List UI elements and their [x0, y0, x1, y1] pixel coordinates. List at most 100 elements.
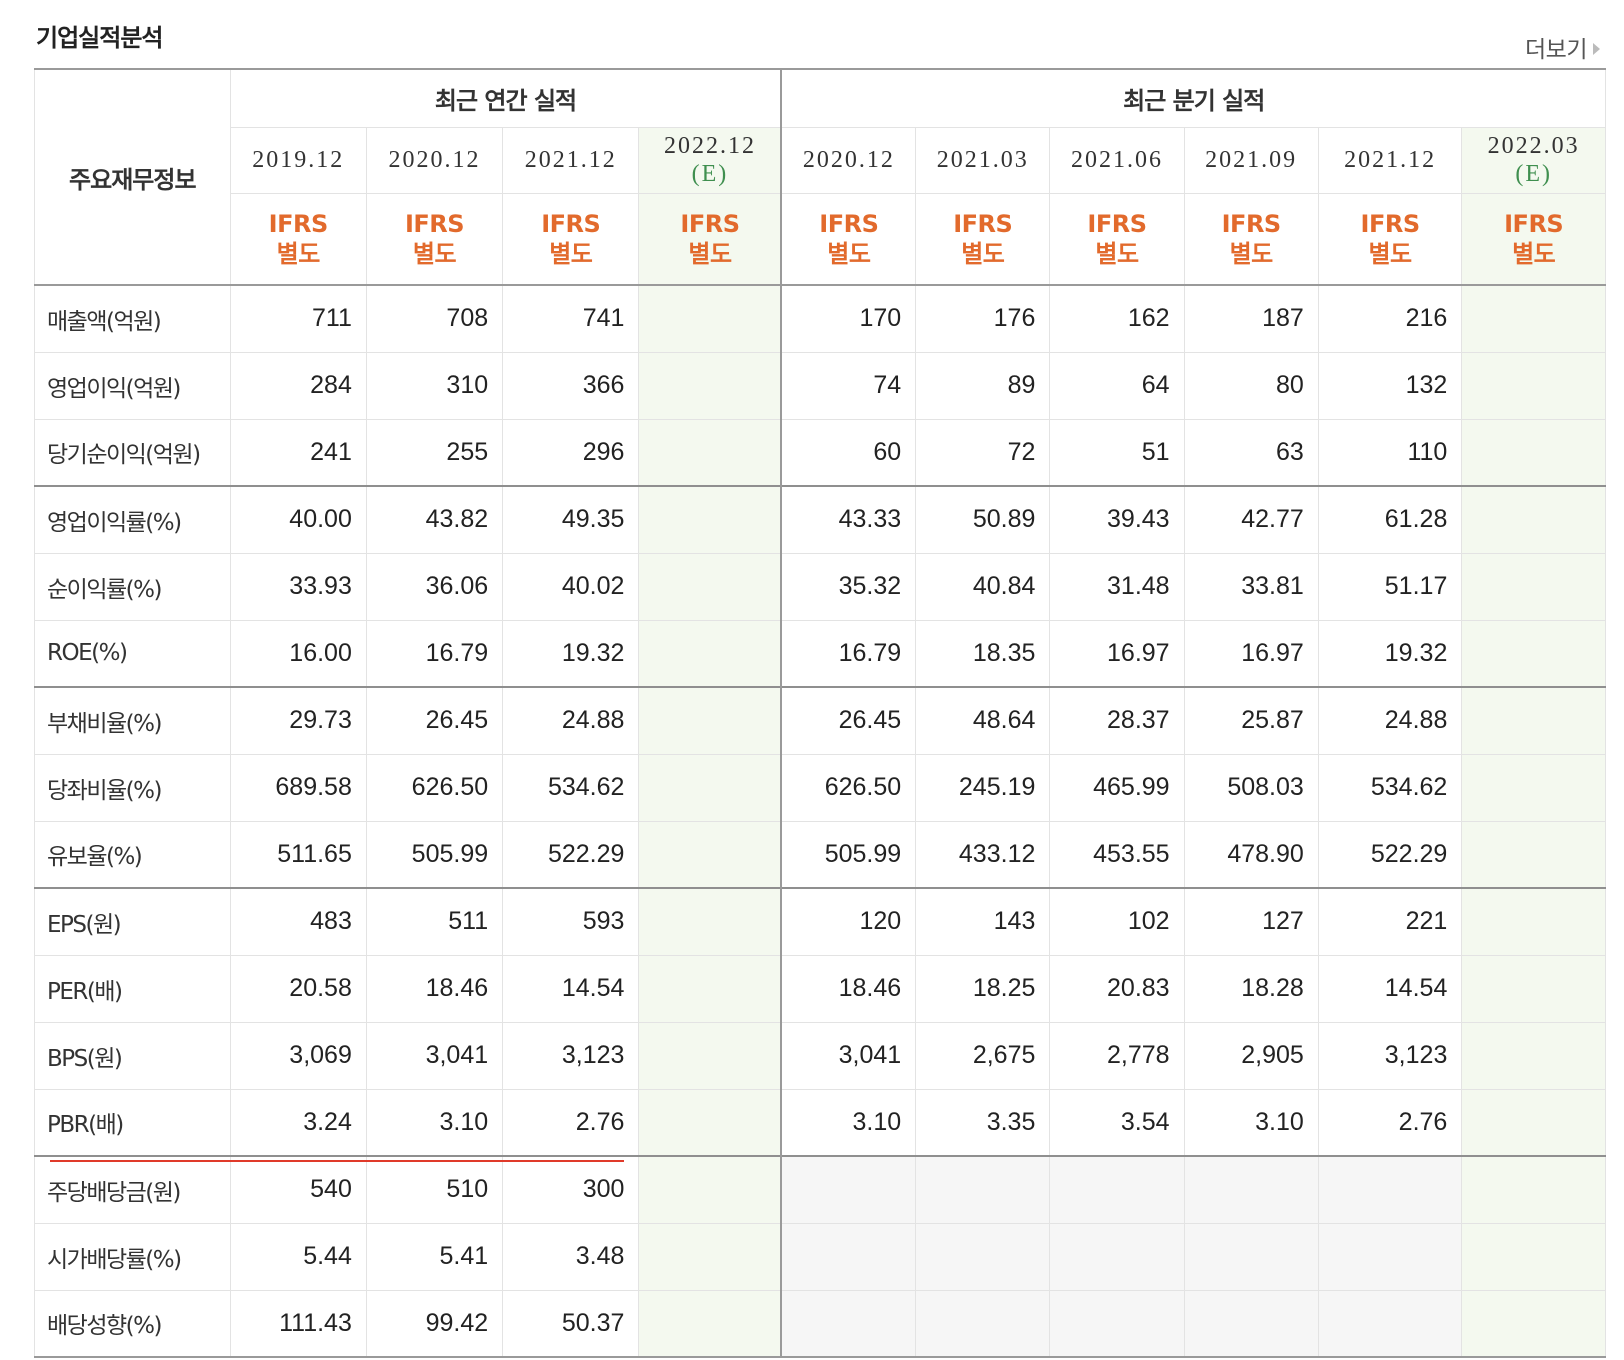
table-cell: 465.99 [1049, 753, 1185, 822]
table-row: 당좌비율(%) 689.58 626.50 534.62 626.50 245.19 465… [34, 753, 1606, 822]
table-row: PER(배) 20.58 18.46 14.54 18.46 18.25 20.83 18.2… [34, 954, 1606, 1023]
table-cell [1317, 1222, 1463, 1291]
row-label: EPS(원) [34, 887, 231, 956]
table-cell: 3.35 [915, 1088, 1051, 1157]
table-cell: 40.00 [229, 485, 367, 554]
ifrs-type: 별도 [1095, 239, 1139, 268]
row-label: PER(배) [34, 954, 231, 1023]
table-cell [1461, 887, 1606, 956]
table-cell: 33.93 [229, 552, 367, 621]
period-row: 2019.12 2020.12 2021.12 2022.12 (E) 2020.12 20… [35, 126, 1606, 194]
table-cell: 593 [502, 887, 640, 956]
table-cell [1461, 485, 1606, 554]
period-label: 2021.12 [524, 147, 617, 173]
table-cell: 241 [229, 418, 367, 487]
table-cell [915, 1155, 1051, 1224]
table-cell [1183, 1289, 1319, 1358]
table-cell: 40.02 [502, 552, 640, 621]
table-cell: 478.90 [1183, 820, 1319, 889]
dividend-underline-annotation [50, 1160, 624, 1162]
ifrs-label: IFRS 별도 [365, 192, 504, 286]
ifrs-type: 별도 [1229, 239, 1274, 268]
table-cell [638, 552, 782, 621]
period-label: 2020.12 [802, 147, 895, 173]
table-cell: 711 [229, 284, 367, 353]
table-cell: 522.29 [502, 820, 640, 889]
ifrs-label: IFRS 별도 [1461, 192, 1606, 286]
table-cell: 26.45 [780, 686, 917, 755]
table-row: 영업이익(억원) 284 310 366 74 89 64 80 132 [34, 351, 1606, 420]
table-cell: 3.10 [365, 1088, 504, 1157]
table-cell: 16.79 [780, 619, 917, 688]
row-label: ROE(%) [34, 619, 231, 688]
ifrs-standard: IFRS [1221, 209, 1282, 238]
table-cell: 3.10 [1183, 1088, 1319, 1157]
table-cell: 61.28 [1317, 485, 1463, 554]
table-cell: 43.33 [780, 485, 917, 554]
ifrs-type: 별도 [688, 239, 732, 268]
table-cell: 16.97 [1183, 619, 1319, 688]
row-label: 순이익률(%) [34, 552, 231, 621]
group-header-quarterly: 최근 분기 실적 [780, 68, 1607, 128]
table-cell [638, 1222, 782, 1291]
table-cell: 48.64 [915, 686, 1051, 755]
table-cell: 162 [1049, 284, 1185, 353]
table-cell: 3,041 [365, 1021, 504, 1090]
table-cell: 64 [1049, 351, 1185, 420]
table-cell: 18.35 [915, 619, 1051, 688]
table-cell: 2,905 [1183, 1021, 1319, 1090]
table-row: 영업이익률(%) 40.00 43.82 49.35 43.33 50.89 39.43 42… [34, 485, 1606, 554]
table-cell: 741 [502, 284, 640, 353]
period-header: 2021.09 [1183, 126, 1319, 194]
chevron-right-icon [1593, 42, 1600, 55]
table-cell: 36.06 [365, 552, 504, 621]
table-cell [638, 686, 782, 755]
table-cell: 18.46 [365, 954, 504, 1023]
row-label: 당좌비율(%) [34, 753, 231, 822]
group-header-annual: 최근 연간 실적 [229, 68, 782, 128]
table-cell: 310 [365, 351, 504, 420]
table-cell: 511.65 [229, 820, 367, 889]
ifrs-type: 별도 [1368, 239, 1412, 268]
table-cell [915, 1222, 1051, 1291]
table-cell [1461, 686, 1606, 755]
table-cell: 534.62 [1317, 753, 1463, 822]
table-cell: 24.88 [1317, 686, 1463, 755]
period-label: 2020.12 [388, 147, 481, 173]
table-cell: 43.82 [365, 485, 504, 554]
table-cell [1049, 1289, 1185, 1358]
period-header: 2019.12 [229, 126, 367, 194]
table-cell: 3,123 [1317, 1021, 1463, 1090]
table-cell: 29.73 [229, 686, 367, 755]
table-cell [1461, 552, 1606, 621]
table-cell [638, 1088, 782, 1157]
ifrs-label: IFRS 별도 [1049, 192, 1185, 286]
period-header: 2021.12 [1317, 126, 1463, 194]
table-cell: 2.76 [502, 1088, 640, 1157]
table-cell: 433.12 [915, 820, 1051, 889]
table-cell: 19.32 [1317, 619, 1463, 688]
table-cell: 80 [1183, 351, 1319, 420]
table-cell [1461, 1289, 1606, 1358]
table-cell: 708 [365, 284, 504, 353]
row-label: 매출액(억원) [34, 284, 231, 353]
more-link[interactable]: 더보기 [1525, 30, 1600, 64]
table-cell [1183, 1155, 1319, 1224]
ifrs-label: IFRS 별도 [915, 192, 1051, 286]
table-cell: 40.84 [915, 552, 1051, 621]
table-cell [1183, 1222, 1319, 1291]
ifrs-standard: IFRS [404, 209, 465, 238]
table-cell: 176 [915, 284, 1051, 353]
table-row: 순이익률(%) 33.93 36.06 40.02 35.32 40.84 31.48 33.… [34, 552, 1606, 621]
ifrs-label: IFRS 별도 [638, 192, 782, 286]
table-cell: 111.43 [229, 1289, 367, 1358]
table-cell: 39.43 [1049, 485, 1185, 554]
table-cell: 522.29 [1317, 820, 1463, 889]
period-label: 2021.06 [1070, 147, 1163, 173]
table-cell: 72 [915, 418, 1051, 487]
table-cell [1049, 1155, 1185, 1224]
table-cell: 3.54 [1049, 1088, 1185, 1157]
ifrs-type: 별도 [827, 239, 871, 268]
table-row: 매출액(억원) 711 708 741 170 176 162 187 216 [34, 284, 1606, 353]
table-cell: 19.32 [502, 619, 640, 688]
